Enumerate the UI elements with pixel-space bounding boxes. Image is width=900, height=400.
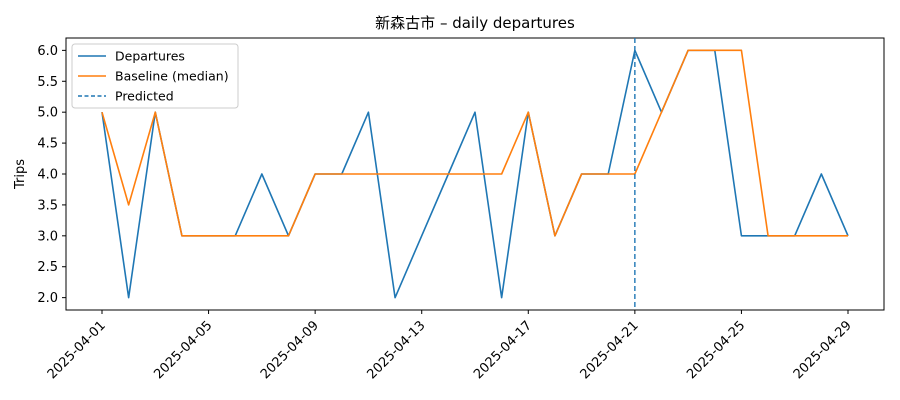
legend-label-departures: Departures	[115, 49, 185, 64]
y-tick-label: 3.5	[37, 198, 58, 213]
x-tick-label: 2025-04-29	[791, 318, 855, 382]
y-tick-label: 3.0	[37, 229, 58, 244]
x-tick-label: 2025-04-21	[578, 318, 642, 382]
y-tick-label: 4.0	[37, 168, 58, 183]
chart-title: 新森古市 – daily departures	[375, 14, 575, 32]
x-tick-label: 2025-04-13	[365, 318, 429, 382]
y-tick-label: 5.0	[37, 106, 58, 121]
legend-label-predicted: Predicted	[115, 89, 174, 104]
legend-label-baseline: Baseline (median)	[115, 69, 229, 84]
y-tick-label: 2.5	[37, 260, 58, 275]
x-tick-label: 2025-04-17	[471, 318, 535, 382]
y-axis-label: Trips	[13, 159, 28, 190]
x-tick-label: 2025-04-01	[45, 318, 109, 382]
legend: Departures Baseline (median) Predicted	[71, 43, 239, 109]
y-tick-label: 4.5	[37, 137, 58, 152]
x-tick-label: 2025-04-05	[151, 318, 215, 382]
x-tick-label: 2025-04-09	[258, 318, 322, 382]
legend-box	[71, 43, 239, 109]
y-tick-label: 2.0	[37, 291, 58, 306]
x-tick-label: 2025-04-25	[684, 318, 748, 382]
y-tick-label: 5.5	[37, 75, 58, 90]
y-tick-label: 6.0	[37, 44, 58, 59]
